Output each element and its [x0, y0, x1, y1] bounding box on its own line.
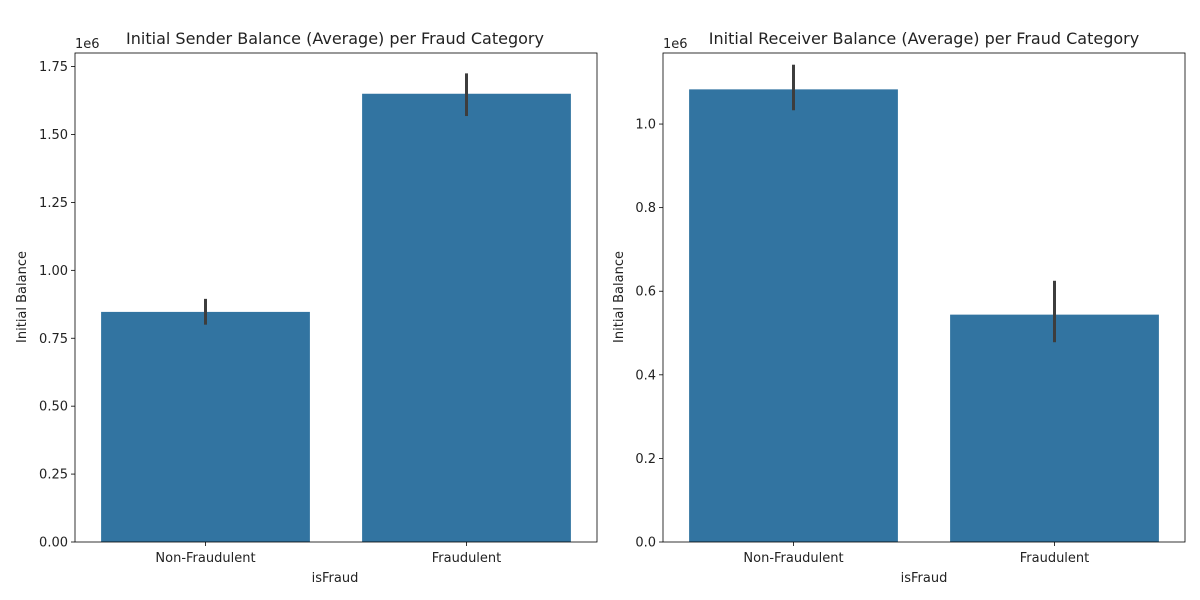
- y-tick-label: 1.00: [39, 264, 68, 279]
- x-axis-label: isFraud: [312, 571, 359, 586]
- sender-balance-chart: Initial Sender Balance (Average) per Fra…: [15, 29, 598, 586]
- y-tick-label: 0.50: [39, 400, 68, 415]
- x-axis-label: isFraud: [901, 571, 948, 586]
- plot-frame: [74, 52, 598, 543]
- bar: [362, 93, 571, 542]
- y-tick-label: 0.25: [39, 468, 68, 483]
- x-tick-label: Fraudulent: [1020, 551, 1090, 566]
- y-tick-label: 1.50: [39, 128, 68, 143]
- y-offset-label: 1e6: [75, 37, 100, 52]
- x-tick-label: Non-Fraudulent: [743, 551, 843, 566]
- y-axis-label: Initial Balance: [15, 251, 30, 343]
- y-tick-label: 0.00: [39, 536, 68, 551]
- y-axis-label: Initial Balance: [612, 251, 627, 343]
- plot-frame: [662, 52, 1186, 543]
- x-tick-label: Non-Fraudulent: [155, 551, 255, 566]
- bar: [689, 89, 898, 542]
- y-tick-label: 0.2: [635, 452, 656, 467]
- chart-title: Initial Sender Balance (Average) per Fra…: [126, 29, 544, 48]
- receiver-balance-chart: Initial Receiver Balance (Average) per F…: [612, 29, 1186, 586]
- y-tick-label: 0.6: [635, 285, 656, 300]
- y-tick-label: 0.75: [39, 332, 68, 347]
- y-tick-label: 0.0: [635, 536, 656, 551]
- y-tick-label: 0.8: [635, 201, 656, 216]
- chart-marks: 0.0 0.2 0.4 0.6 0.8 1.0 Non-Fraudulent Fraudule…: [635, 64, 1159, 566]
- y-tick-label: 1.75: [39, 60, 68, 75]
- chart-marks: 0.00 0.25 0.50 0.75 1.00 1.25 1.50 1.75 Non-Frau…: [39, 60, 571, 566]
- chart-title: Initial Receiver Balance (Average) per F…: [709, 29, 1139, 48]
- y-tick-label: 1.0: [635, 118, 656, 133]
- y-tick-label: 1.25: [39, 196, 68, 211]
- bar: [101, 311, 310, 542]
- bar: [950, 314, 1159, 542]
- y-tick-label: 0.4: [635, 368, 656, 383]
- y-offset-label: 1e6: [663, 37, 688, 52]
- x-tick-label: Fraudulent: [432, 551, 502, 566]
